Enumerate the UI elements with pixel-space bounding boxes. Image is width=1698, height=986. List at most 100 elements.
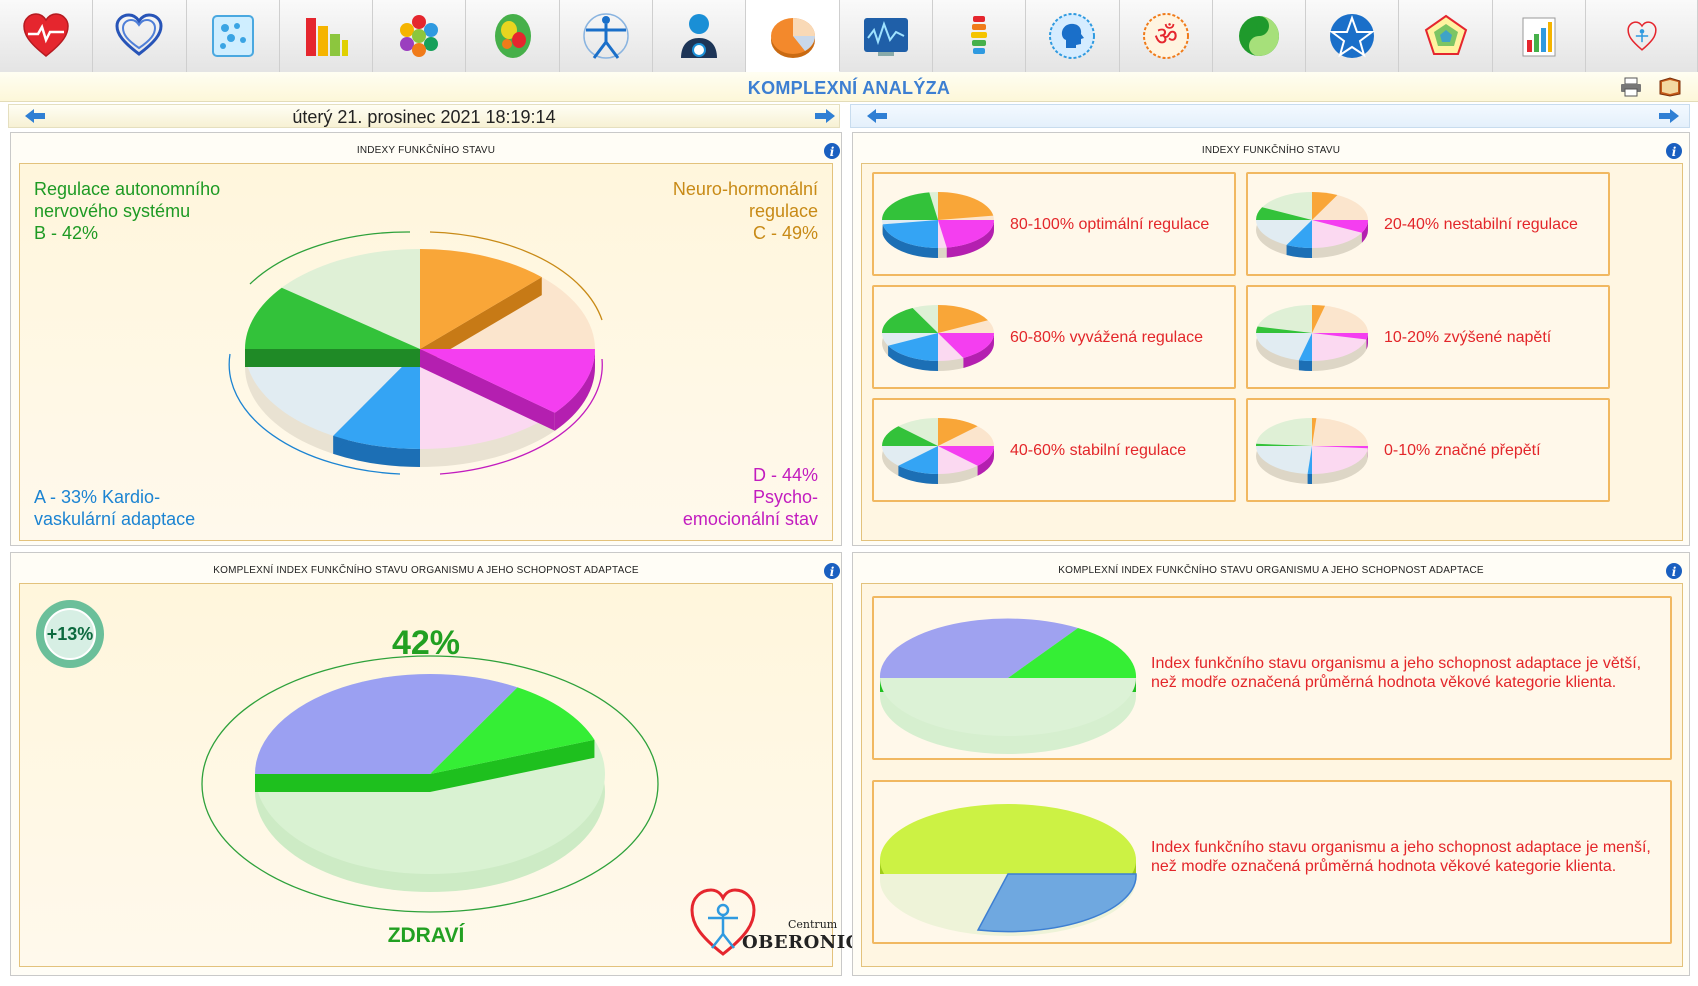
head-profile-icon — [1049, 13, 1096, 59]
label-b: Regulace autonomního nervového systému B… — [34, 179, 221, 243]
logo-centrum: Centrum — [788, 918, 838, 931]
svg-text:i: i — [830, 145, 835, 159]
info-icon[interactable]: i — [1665, 562, 1683, 580]
legend-area: 80-100% optimální regulace 20-40% nestabi… — [861, 163, 1683, 541]
tool-pentagram[interactable] — [1306, 0, 1400, 72]
legend-label: 40-60% stabilní regulace — [1010, 442, 1187, 459]
tool-cells[interactable] — [186, 0, 280, 72]
tool-wave-monitor[interactable] — [839, 0, 933, 72]
info-icon[interactable]: i — [1665, 142, 1683, 160]
svg-text:ॐ: ॐ — [1154, 22, 1178, 52]
above-average-text: Index funkčního stavu organismu a jeho s… — [1151, 655, 1642, 691]
main-toolbar: ॐ — [0, 0, 1698, 72]
rotation-ring — [201, 655, 659, 913]
legend-pie-icon — [882, 192, 994, 258]
arrow-right-icon[interactable] — [815, 109, 835, 123]
info-icon[interactable]: i — [823, 142, 841, 160]
explanation-area: Index funkčního stavu organismu a jeho s… — [861, 583, 1683, 967]
pie-slice-A — [333, 349, 420, 449]
tool-vitruvian[interactable] — [559, 0, 654, 72]
hexagon-molecule-icon — [400, 15, 439, 57]
brain-map-icon — [494, 14, 531, 58]
tool-bar-chart[interactable] — [279, 0, 374, 72]
tool-heart-outline[interactable] — [93, 0, 187, 72]
wave-monitor-icon — [863, 18, 908, 56]
pie-slice-edge-C — [420, 277, 542, 367]
panel-complex-explanation: KOMPLEXNÍ INDEX FUNKČNÍHO STAVU ORGANISM… — [852, 552, 1690, 976]
functional-pie-chart — [228, 231, 603, 475]
panel-functional-indices: INDEXY FUNKČNÍHO STAVU i Regulace autono… — [10, 132, 842, 546]
arrow-left-icon[interactable] — [867, 109, 887, 123]
pie-chart-icon — [770, 17, 815, 58]
heart-outline-icon — [115, 13, 163, 56]
legend-label: 80-100% optimální regulace — [1010, 216, 1210, 233]
legend-label: 10-20% zvýšené napětí — [1384, 329, 1552, 346]
page-title: KOMPLEXNÍ ANALÝZA — [747, 78, 951, 98]
oberonic-logo: Centrum OBERONIC — [688, 884, 860, 958]
legend-pie-icon — [1256, 305, 1368, 371]
label-c: Neuro-hormonální regulace C - 49% — [672, 179, 818, 243]
rotation-arrow-d — [439, 358, 603, 475]
pentagon-chart-icon — [1424, 14, 1467, 55]
tool-hexagons[interactable] — [373, 0, 467, 72]
legend-label: 20-40% nestabilní regulace — [1384, 216, 1578, 233]
pie-slice-edge-right — [430, 739, 595, 792]
below-average-pie — [880, 804, 1137, 936]
rotation-arrow-b — [249, 231, 411, 285]
pie-slice-edge-B — [245, 349, 420, 367]
tool-brain-map[interactable] — [466, 0, 560, 72]
panel-complex-index: KOMPLEXNÍ INDEX FUNKČNÍHO STAVU ORGANISM… — [10, 552, 860, 976]
spine-icon — [971, 16, 988, 54]
panel-title: INDEXY FUNKČNÍHO STAVU — [356, 145, 496, 156]
health-status: ZDRAVÍ — [387, 924, 465, 947]
tool-oberonic[interactable] — [1586, 0, 1698, 72]
date-bar-right — [850, 104, 1690, 128]
bar-chart-icon — [306, 18, 349, 56]
tool-cardio[interactable] — [0, 0, 94, 72]
legend-label: 0-10% značné přepětí — [1384, 442, 1541, 459]
cells-icon — [211, 15, 254, 57]
logo-oberonic: OBERONIC — [742, 932, 861, 953]
arrow-left-icon[interactable] — [25, 109, 45, 123]
person-avatar-icon — [681, 14, 718, 58]
title-bar: KOMPLEXNÍ ANALÝZA — [0, 72, 1698, 102]
pie-slice-B — [245, 287, 420, 349]
pentagram-icon — [1329, 14, 1376, 58]
chart-area: Regulace autonomního nervového systému B… — [19, 163, 833, 541]
legend-item: 80-100% optimální regulace — [872, 172, 1236, 276]
tool-om[interactable]: ॐ — [1119, 0, 1213, 72]
heart-cardio-icon — [23, 13, 69, 57]
oberonic-logo-icon — [1626, 21, 1657, 51]
below-average-text: Index funkčního stavu organismu a jeho s… — [1151, 839, 1651, 875]
pie-slice-client — [430, 687, 595, 774]
small-bars-icon — [1522, 17, 1556, 57]
book-icon[interactable] — [1658, 77, 1682, 97]
rotation-arrow-c — [429, 231, 603, 321]
legend-pie-icon — [1256, 418, 1368, 484]
legend-label: 60-80% vyvážená regulace — [1010, 329, 1204, 346]
panel-title: KOMPLEXNÍ INDEX FUNKČNÍHO STAVU ORGANISM… — [1058, 565, 1484, 576]
card-below-average: Index funkčního stavu organismu a jeho s… — [872, 780, 1672, 944]
legend-pie-icon — [882, 418, 994, 484]
tool-head-profile[interactable] — [1026, 0, 1120, 72]
panel-title: KOMPLEXNÍ INDEX FUNKČNÍHO STAVU ORGANISM… — [213, 565, 639, 576]
delta-badge: +13% — [36, 600, 104, 668]
pie-slice-C — [420, 249, 542, 349]
tool-pentagon-chart[interactable] — [1399, 0, 1493, 72]
yin-yang-icon — [1239, 16, 1279, 56]
printer-icon[interactable] — [1620, 77, 1642, 97]
tool-pie-chart[interactable] — [746, 0, 840, 72]
tool-spine[interactable] — [932, 0, 1027, 72]
rotation-arrow-a — [228, 353, 401, 475]
pie-slice-side-A — [333, 435, 420, 467]
legend-pie-icon — [882, 305, 994, 371]
arrow-right-icon[interactable] — [1659, 109, 1679, 123]
tool-small-bars[interactable] — [1492, 0, 1587, 72]
legend-pie-icon — [1256, 192, 1368, 258]
tool-person[interactable] — [653, 0, 747, 72]
svg-text:i: i — [1672, 145, 1677, 159]
info-icon[interactable]: i — [823, 562, 841, 580]
legend-item: 10-20% zvýšené napětí — [1246, 285, 1610, 389]
tool-yin-yang[interactable] — [1212, 0, 1307, 72]
pie-slice-edge-D — [420, 349, 555, 431]
